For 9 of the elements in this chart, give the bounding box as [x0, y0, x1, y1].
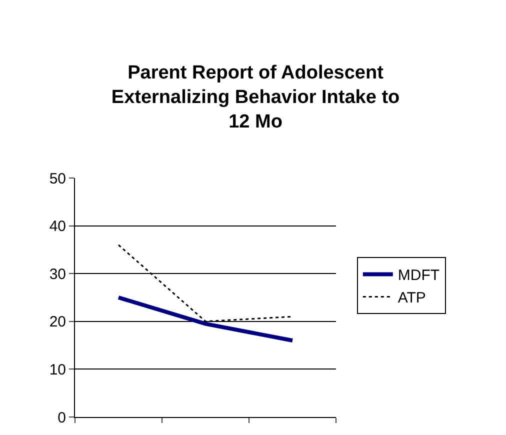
y-tick-label: 0: [58, 409, 66, 426]
legend-label: ATP: [398, 290, 426, 307]
chart-title: Parent Report of Adolescent Externalizing Behavior Intake to 12 Mo: [111, 62, 400, 133]
y-tick-label: 40: [49, 218, 66, 236]
y-tick-label: 50: [49, 170, 66, 188]
y-tick-label: 30: [49, 266, 66, 283]
y-tick-label: 10: [49, 361, 66, 378]
y-tick-label: 20: [49, 314, 66, 331]
legend-label: MDFT: [398, 267, 440, 284]
